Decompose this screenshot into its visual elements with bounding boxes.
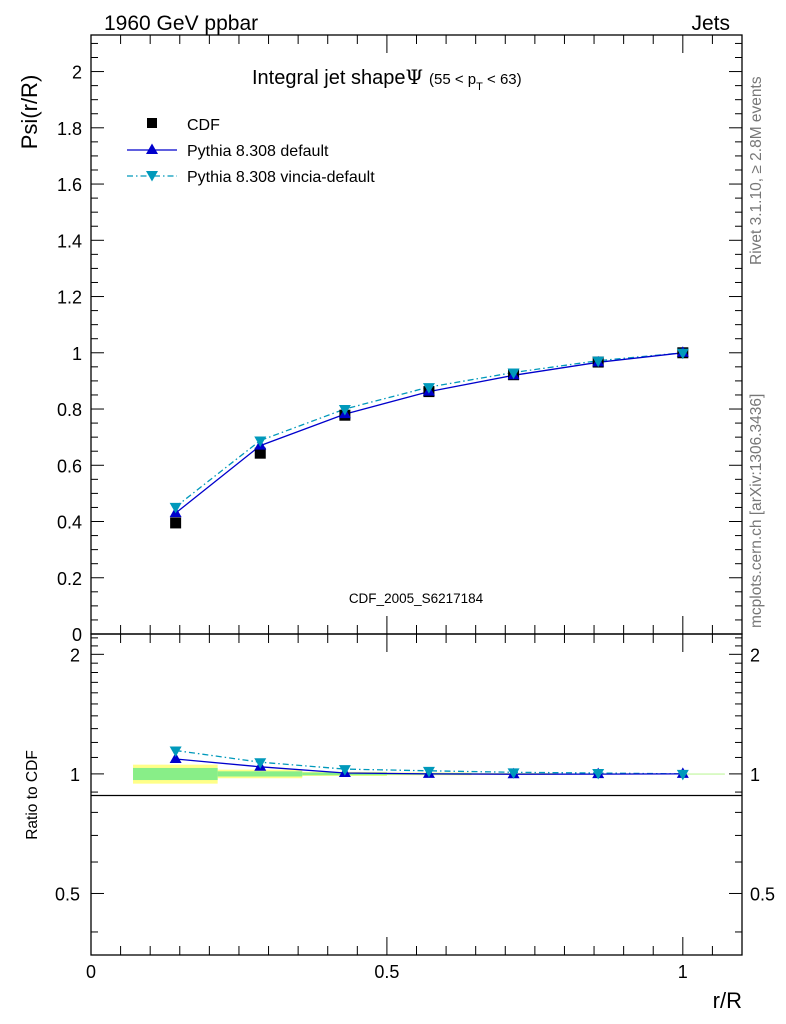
ratio-ticks [90,634,743,955]
title-range-post: < 63) [483,71,522,88]
mcplots-label: mcplots.cern.ch [arXiv:1306.3436] [748,394,765,628]
energy-label: 1960 GeV ppbar [104,12,258,35]
ratio-vincia-point [169,746,182,758]
title-psi-symbol: Ψ [405,65,423,89]
ratio-y-tick-label-left: 2 [70,645,80,665]
legend: CDF Pythia 8.308 default Pythia 8.308 vi… [127,117,375,186]
title-main: Integral jet shape [252,67,405,89]
cdf-data-point [170,517,182,529]
ratio-y-tick-label-right: 1 [750,765,760,785]
vincia-data-point [592,356,605,368]
ratio-data [169,746,689,781]
ratio-frame [90,633,743,956]
legend-item-cdf: CDF [147,117,220,134]
x-tick-label: 0 [86,962,96,982]
vincia-data-point [422,383,435,394]
main-y-tick-label: 1.2 [57,288,82,308]
legend-vincia-label: Pythia 8.308 vincia-default [187,169,375,186]
analysis-watermark: CDF_2005_S6217184 [349,591,484,606]
vincia-series-line [175,352,683,508]
ratio-vincia-point [592,769,605,780]
cdf-data-point [254,447,266,459]
main-y-tick-label: 0.6 [57,456,82,476]
vincia-data-point [169,502,182,514]
ratio-tick-labels: 0.5 0.5 1 1 2 2 [55,645,775,904]
default-series-line [175,352,683,514]
x-axis-label: r/R [713,988,742,1013]
main-y-tick-label: 0.4 [57,513,82,533]
x-tick-label: 1 [678,962,688,982]
ratio-y-tick-label-right: 0.5 [750,884,775,904]
ratio-y-tick-label-right: 2 [750,645,760,665]
main-y-tick-label: 1.4 [57,231,82,251]
ratio-vincia-point [507,768,520,779]
ratio-y-tick-label-left: 0.5 [55,884,80,904]
main-y-tick-labels: 0 0.2 0.4 0.6 0.8 1 1.2 1.4 1.6 1.8 2 [57,63,82,645]
x-tick-labels: 0 0.5 1 [86,962,688,982]
x-tick-label: 0.5 [374,962,399,982]
legend-vincia-triangle-marker [146,171,158,182]
main-y-tick-label: 0 [72,625,82,645]
main-y-tick-label: 1.6 [57,175,82,195]
title-range-sub: T [476,81,483,93]
main-y-tick-label: 0.2 [57,569,82,589]
ratio-panel: 0.5 0.51 12 2 Ratio to CDF 0 0.5 1 r/R [24,633,775,1013]
main-y-tick-label: 0.8 [57,400,82,420]
vincia-data-point [338,405,351,416]
main-ticks [90,35,743,635]
legend-cdf-square-marker [147,118,157,128]
main-panel: 0 0.2 0.4 0.6 0.8 1 1.2 1.4 1.6 1.8 2 Psi(r/R) Int… [17,34,743,645]
chart-title: Integral jet shapeΨ (55 < pT < 63) [252,65,522,93]
vincia-data-point [254,436,267,448]
main-data [169,346,689,529]
legend-item-pythia-default: Pythia 8.308 default [127,143,329,160]
ratio-vincia-point [422,766,435,778]
main-y-axis-label: Psi(r/R) [17,75,42,150]
main-y-tick-label: 1 [72,344,82,364]
main-y-tick-label: 1.8 [57,119,82,139]
band-inner-bin [133,767,218,781]
legend-cdf-label: CDF [187,117,220,134]
ratio-vincia-point [676,769,689,781]
legend-default-triangle-marker [146,143,158,154]
main-y-tick-label: 2 [72,63,82,83]
ratio-default-point [169,752,182,764]
band-inner-bin [217,771,303,777]
ratio-vincia-point [254,758,267,769]
process-label: Jets [691,12,730,35]
title-range-pre: (55 < p [429,71,476,88]
ratio-vincia-point [338,765,351,776]
vincia-data-point [507,368,520,379]
legend-item-pythia-vincia: Pythia 8.308 vincia-default [127,169,375,186]
vincia-data-point [676,348,689,360]
legend-default-label: Pythia 8.308 default [187,143,329,160]
ratio-y-tick-label-left: 1 [70,765,80,785]
ratio-y-axis-label: Ratio to CDF [24,750,41,840]
rivet-label: Rivet 3.1.10, ≥ 2.8M events [748,76,765,265]
